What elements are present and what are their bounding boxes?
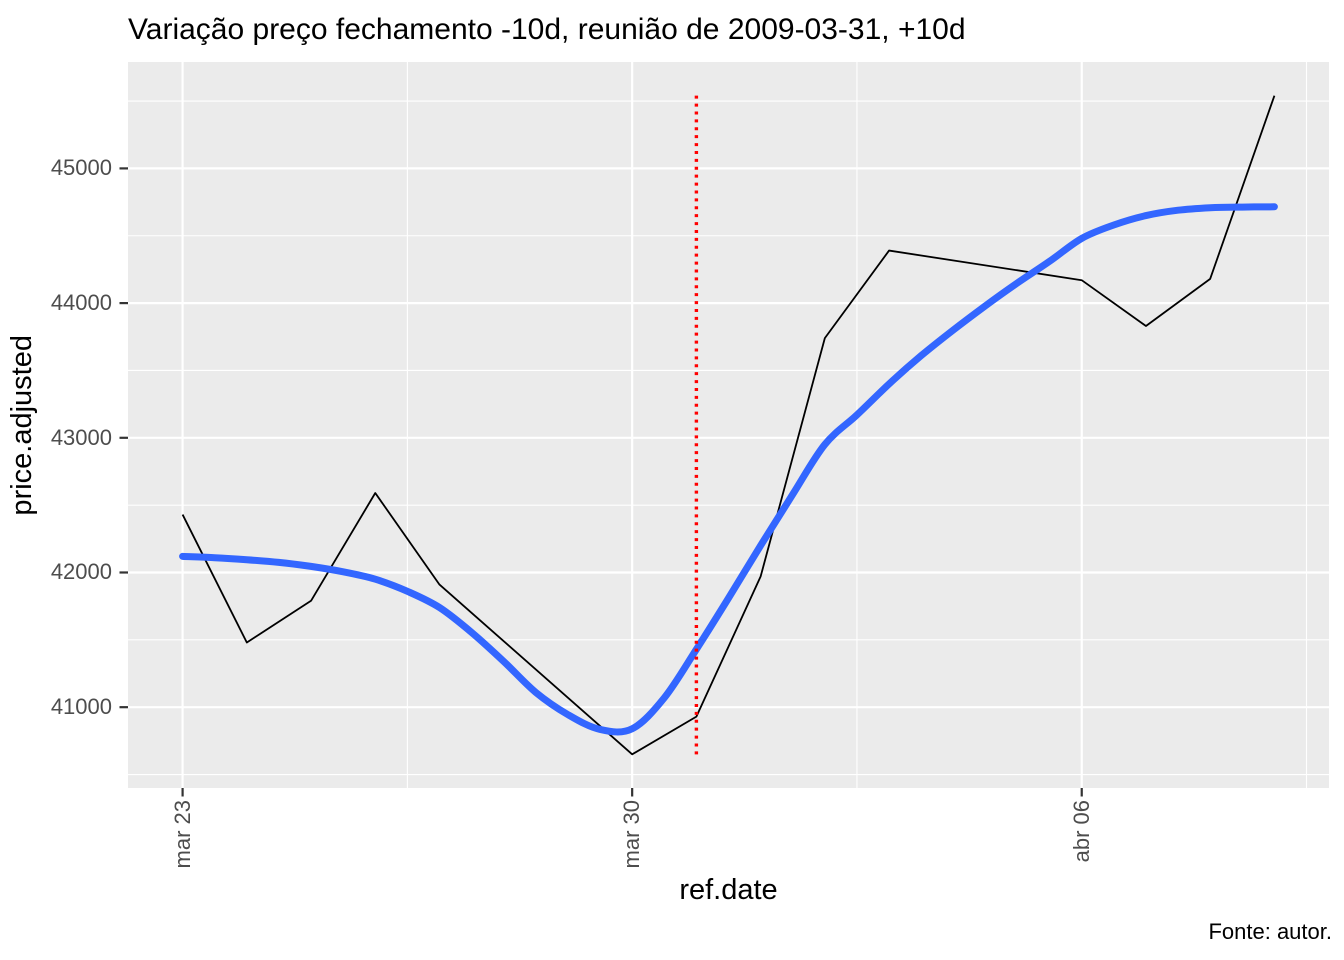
price-line <box>181 95 1276 756</box>
x-axis-title: ref.date <box>679 874 778 906</box>
x-tick-label: mar 30 <box>619 800 645 869</box>
y-tick-label: 43000 <box>50 424 112 450</box>
x-tick-label: mar 23 <box>169 800 195 869</box>
panel-background <box>128 62 1329 788</box>
y-tick-label: 41000 <box>50 694 112 720</box>
chart-title: Variação preço fechamento -10d, reunião … <box>128 13 966 46</box>
y-tick-label: 44000 <box>50 290 112 316</box>
x-tick-label: abr 06 <box>1068 800 1094 863</box>
y-tick-label: 45000 <box>50 155 112 181</box>
source-caption: Fonte: autor. <box>1208 919 1332 944</box>
smooth-line <box>179 203 1278 736</box>
y-tick-label: 42000 <box>50 559 112 585</box>
